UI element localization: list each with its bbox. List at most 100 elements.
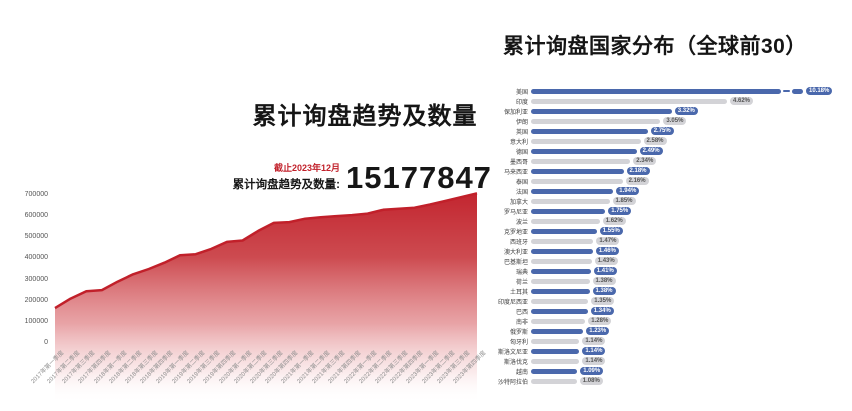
country-label: 加拿大 xyxy=(509,199,528,206)
country-label: 美国 xyxy=(515,89,528,96)
country-bar xyxy=(531,338,580,344)
value-pill: 1.46% xyxy=(595,247,619,255)
value-pill: 1.14% xyxy=(582,337,606,345)
country-label: 泰国 xyxy=(515,179,528,186)
value-pill: 1.28% xyxy=(588,317,612,325)
country-label: 匈牙利 xyxy=(509,339,528,346)
country-label: 斯洛伐克 xyxy=(503,359,528,366)
country-row: 保加利亚 3.32% xyxy=(494,106,852,116)
country-bar xyxy=(531,228,597,234)
country-bar xyxy=(531,328,584,334)
country-bar xyxy=(531,188,614,194)
value-pill: 1.34% xyxy=(590,307,614,315)
value-pill: 2.16% xyxy=(625,177,649,185)
country-row: 克罗地亚 1.55% xyxy=(494,226,852,236)
country-bar xyxy=(531,178,623,184)
country-bar xyxy=(531,368,578,374)
country-label: 荷兰 xyxy=(515,279,528,286)
country-bar xyxy=(531,318,586,324)
country-row: 匈牙利 1.14% xyxy=(494,336,852,346)
country-label: 巴基斯坦 xyxy=(503,259,528,266)
country-bar xyxy=(531,348,580,354)
country-row: 加拿大 1.85% xyxy=(494,196,852,206)
country-row: 巴西 1.34% xyxy=(494,306,852,316)
left-chart-title: 累计询盘趋势及数量 xyxy=(252,103,478,130)
country-label: 克罗地亚 xyxy=(503,229,528,236)
country-row: 俄罗斯 1.23% xyxy=(494,326,852,336)
country-label: 法国 xyxy=(515,189,528,196)
value-pill: 1.38% xyxy=(592,287,616,295)
country-label: 西班牙 xyxy=(509,239,528,246)
value-pill: 1.47% xyxy=(596,237,620,245)
country-bar xyxy=(531,98,727,104)
country-row: 南非 1.28% xyxy=(494,316,852,326)
value-pill: 2.58% xyxy=(643,137,667,145)
country-label: 墨西哥 xyxy=(509,159,528,166)
country-bar-end xyxy=(792,88,803,94)
country-label: 德国 xyxy=(515,149,528,156)
country-row: 斯洛文尼亚 1.14% xyxy=(494,346,852,356)
y-tick-label: 300000 xyxy=(24,275,48,283)
country-bar xyxy=(531,378,577,384)
country-label: 越南 xyxy=(515,369,528,376)
y-tick-label: 200000 xyxy=(24,296,48,304)
trend-area-chart xyxy=(54,192,478,403)
country-bar xyxy=(531,358,580,364)
total-value: 15177847 xyxy=(346,160,492,195)
country-row: 西班牙 1.47% xyxy=(494,236,852,246)
country-label: 意大利 xyxy=(509,139,528,146)
country-row: 罗马尼亚 1.75% xyxy=(494,206,852,216)
value-pill: 1.38% xyxy=(592,277,616,285)
country-row: 印度 4.62% xyxy=(494,96,852,106)
country-bar xyxy=(531,108,672,114)
y-tick-label: 700000 xyxy=(24,191,48,198)
country-row: 瑞典 1.41% xyxy=(494,266,852,276)
value-pill: 2.49% xyxy=(639,147,663,155)
value-pill: 1.35% xyxy=(591,297,615,305)
value-pill: 1.62% xyxy=(602,217,626,225)
country-bar xyxy=(531,268,591,274)
y-tick-label: 0 xyxy=(44,339,48,346)
country-bar xyxy=(531,218,600,224)
country-label: 沙特阿拉伯 xyxy=(497,379,528,386)
country-label: 俄罗斯 xyxy=(509,329,528,336)
trend-line xyxy=(54,192,478,310)
value-pill: 1.08% xyxy=(579,377,603,385)
country-label: 斯洛文尼亚 xyxy=(497,349,528,356)
value-pill: 4.62% xyxy=(730,97,754,105)
country-bar xyxy=(531,288,590,294)
country-label: 英国 xyxy=(515,129,528,136)
country-bar xyxy=(531,248,593,254)
country-row: 沙特阿拉伯 1.08% xyxy=(494,376,852,386)
country-row: 荷兰 1.38% xyxy=(494,276,852,286)
value-pill: 1.43% xyxy=(594,257,618,265)
country-label: 印度尼西亚 xyxy=(497,299,528,306)
value-pill: 1.14% xyxy=(582,357,606,365)
axis-break-dash xyxy=(783,90,790,92)
country-row: 斯洛伐克 1.14% xyxy=(494,356,852,366)
country-bar xyxy=(531,298,589,304)
country-row: 越南 1.09% xyxy=(494,366,852,376)
country-label: 南非 xyxy=(515,319,528,326)
country-row: 波兰 1.62% xyxy=(494,216,852,226)
country-bar xyxy=(531,138,641,144)
country-label: 土耳其 xyxy=(509,289,528,296)
country-bar xyxy=(531,258,592,264)
value-pill: 1.55% xyxy=(599,227,623,235)
country-row: 马来西亚 2.18% xyxy=(494,166,852,176)
value-pill: 1.85% xyxy=(612,197,636,205)
value-pill: 2.18% xyxy=(626,167,650,175)
country-bar xyxy=(531,158,631,164)
country-bar xyxy=(531,118,661,124)
country-row: 意大利 2.58% xyxy=(494,136,852,146)
y-tick-label: 100000 xyxy=(24,317,48,325)
country-bar xyxy=(531,198,610,204)
country-row: 美国 10.18% xyxy=(494,86,852,96)
value-pill: 3.32% xyxy=(674,107,698,115)
country-bar xyxy=(531,148,637,154)
as-of-label: 截止2023年12月 xyxy=(273,163,340,173)
country-label: 伊朗 xyxy=(515,119,528,126)
value-pill: 1.75% xyxy=(608,207,632,215)
country-label: 保加利亚 xyxy=(503,109,528,116)
